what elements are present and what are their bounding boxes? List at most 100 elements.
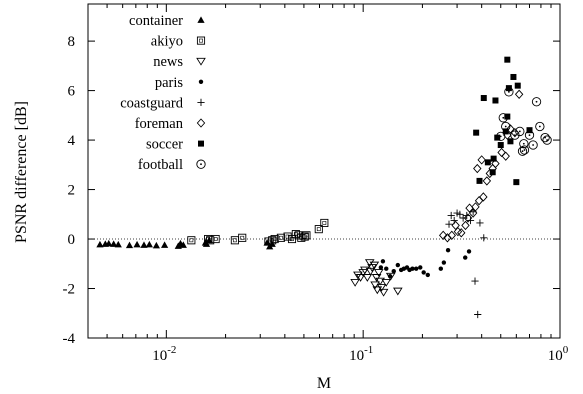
news-point xyxy=(371,274,382,282)
legend-label-container: container xyxy=(129,13,183,29)
foreman-point xyxy=(471,202,480,212)
news-point xyxy=(372,286,383,295)
paris-point xyxy=(384,266,389,271)
series-paris xyxy=(378,247,472,279)
plot-frame xyxy=(87,3,561,339)
foreman-point xyxy=(451,220,460,231)
paris-point xyxy=(387,273,393,279)
coastguard-point xyxy=(466,216,475,225)
container-point xyxy=(105,239,113,247)
akiyo-point xyxy=(283,232,292,241)
legend-marker-football xyxy=(196,159,206,169)
container-point xyxy=(133,240,141,248)
legend-label-soccer: soccer xyxy=(146,137,183,153)
news-point xyxy=(381,279,392,287)
soccer-point xyxy=(484,159,491,166)
y-tick-label: 0 xyxy=(68,232,76,248)
soccer-point xyxy=(489,169,496,176)
news-point xyxy=(370,281,380,290)
news-point xyxy=(364,259,375,267)
container-point xyxy=(152,241,160,249)
akiyo-point-inner xyxy=(272,237,277,241)
paris-point xyxy=(438,266,444,271)
news-point xyxy=(350,279,360,287)
football-point xyxy=(515,126,525,137)
paris-point xyxy=(466,249,472,254)
series-foreman xyxy=(438,89,524,243)
container-point xyxy=(114,240,122,248)
soccer-point xyxy=(497,142,504,149)
foreman-point xyxy=(506,124,515,134)
football-point-center xyxy=(538,125,541,128)
news-point xyxy=(362,274,373,282)
y-tick-label: -2 xyxy=(63,282,76,298)
football-point xyxy=(517,146,528,156)
x-axis-ticks: 10-2 10-1 100 xyxy=(87,4,569,364)
x-tick-label-base: 10 xyxy=(548,348,563,364)
soccer-point xyxy=(526,127,533,134)
football-point xyxy=(531,97,542,107)
paris-point xyxy=(410,266,415,271)
soccer-point xyxy=(473,129,480,136)
football-point-center xyxy=(513,134,516,137)
foreman-point xyxy=(457,228,466,238)
coastguard-point xyxy=(456,210,464,218)
legend-marker-paris xyxy=(198,79,204,85)
legend-label-paris: paris xyxy=(155,75,184,91)
coastguard-point xyxy=(474,310,482,319)
legend-marker-soccer xyxy=(198,140,204,147)
soccer-point xyxy=(514,82,521,89)
coastguard-point xyxy=(447,211,455,220)
football-point-center xyxy=(518,130,521,133)
news-point xyxy=(353,271,363,280)
football-point xyxy=(504,87,514,97)
soccer-point xyxy=(505,85,512,92)
akiyo-point-inner xyxy=(322,221,327,225)
soccer-point xyxy=(504,56,511,63)
football-point xyxy=(498,113,508,123)
y-axis-title: PSNR difference [dB] xyxy=(13,101,30,243)
paris-point xyxy=(441,260,447,265)
y-tick-label: 6 xyxy=(68,84,76,100)
akiyo-point-inner xyxy=(285,234,290,239)
y-axis-ticks: -4 -2 0 2 4 6 8 xyxy=(63,34,560,347)
football-point xyxy=(496,131,506,142)
container-point xyxy=(125,241,134,249)
foreman-point xyxy=(497,147,506,158)
coastguard-point xyxy=(445,220,453,228)
legend-marker-coastguard xyxy=(197,98,205,106)
akiyo-point-inner xyxy=(213,237,218,241)
football-point xyxy=(501,121,511,132)
foreman-point xyxy=(447,230,456,240)
y-tick-label: 2 xyxy=(68,183,76,199)
foreman-point xyxy=(473,163,482,174)
container-point xyxy=(145,240,153,248)
y-tick-label: 8 xyxy=(68,34,76,50)
news-point xyxy=(355,274,366,282)
legend-label-football: football xyxy=(138,157,183,173)
football-point-center xyxy=(535,100,538,103)
football-point xyxy=(519,139,529,149)
foreman-point xyxy=(468,208,478,218)
paris-point xyxy=(421,270,426,275)
football-point-center xyxy=(523,149,526,151)
y-tick-label: 4 xyxy=(68,133,76,149)
akiyo-point xyxy=(238,233,247,242)
legend-marker-akiyo xyxy=(196,36,206,45)
legend-label-akiyo: akiyo xyxy=(151,34,183,50)
football-point xyxy=(542,135,552,145)
x-tick-label: 10-2 xyxy=(152,344,176,364)
paris-point xyxy=(380,259,386,264)
foreman-point xyxy=(463,213,473,223)
football-point-center xyxy=(546,139,549,141)
football-point-center xyxy=(528,134,531,137)
soccer-point xyxy=(513,179,520,186)
series-akiyo xyxy=(187,218,329,246)
x-tick-label: 100 xyxy=(548,344,569,364)
akiyo-point-inner xyxy=(296,233,301,238)
news-point xyxy=(375,277,385,286)
football-point xyxy=(540,132,550,143)
x-tick-label-exponent: 0 xyxy=(563,344,569,356)
football-point-center xyxy=(532,144,534,146)
